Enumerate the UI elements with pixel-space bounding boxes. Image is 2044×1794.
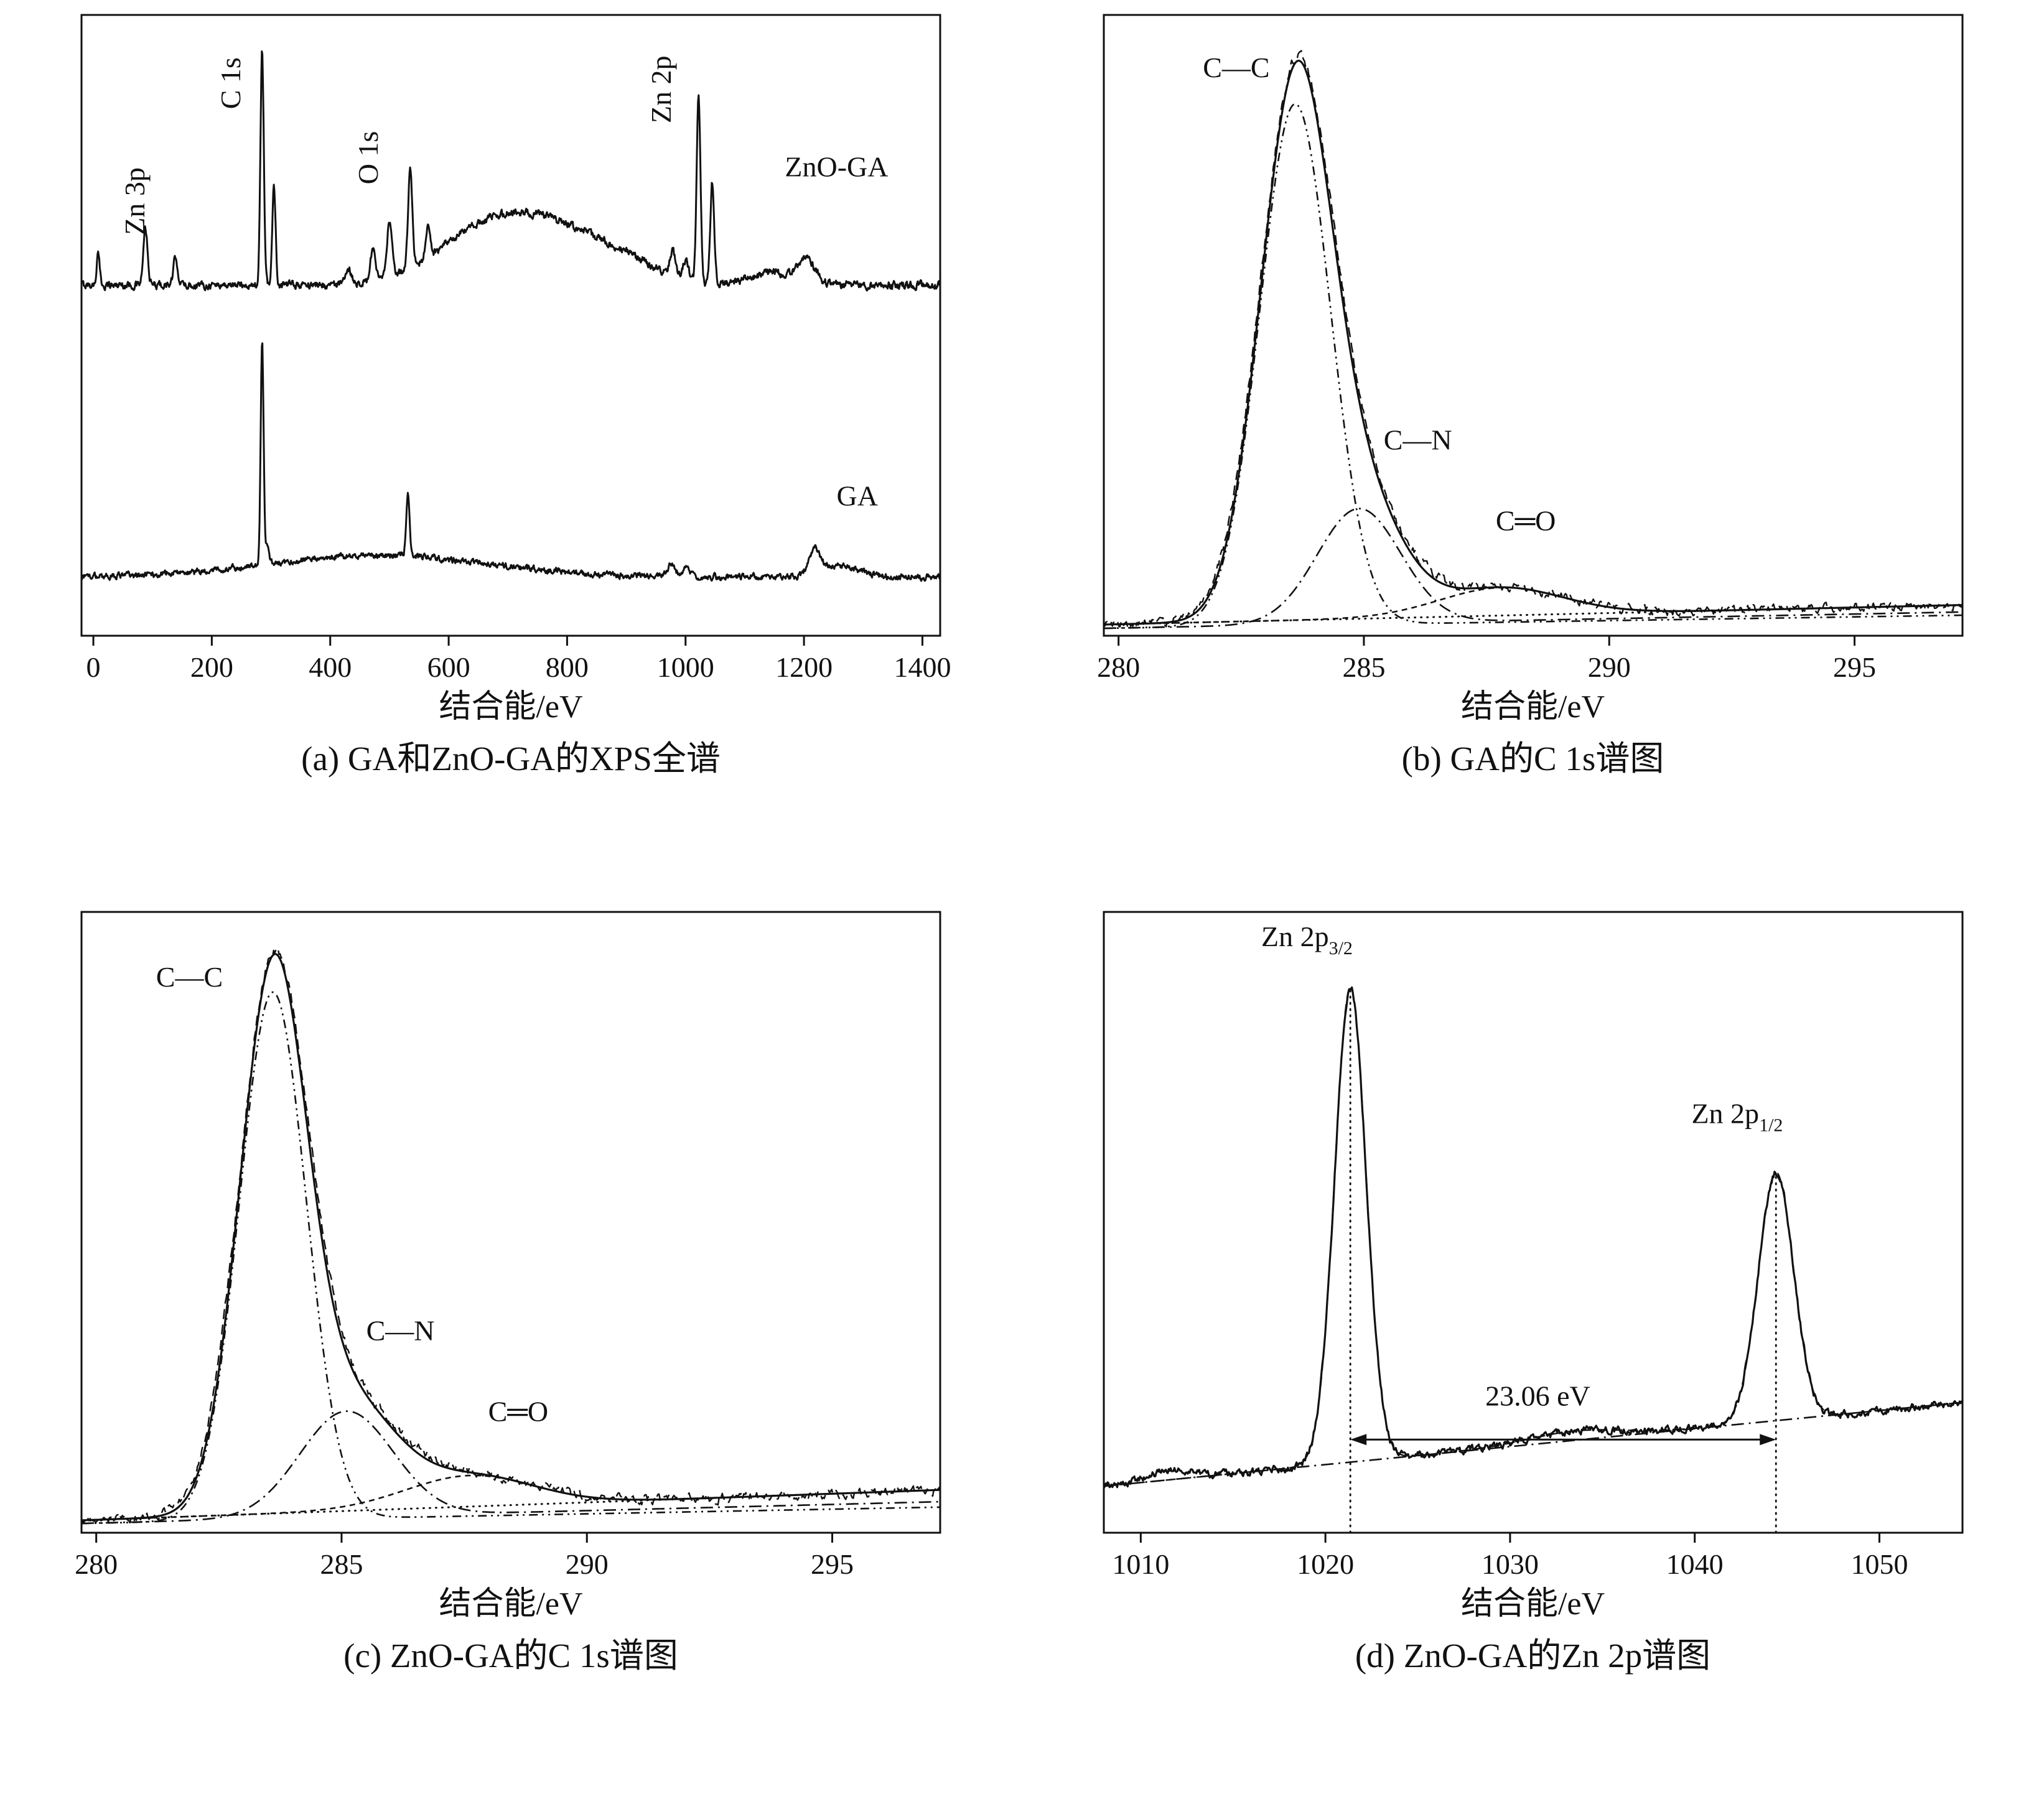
series-group bbox=[82, 50, 940, 582]
annotation-c—c: C—C bbox=[156, 961, 223, 993]
annotation-zn-2p: Zn 2p3/2 bbox=[1261, 921, 1352, 959]
x-axis-label-a: 结合能/eV bbox=[439, 689, 583, 725]
series-C—N component bbox=[1103, 508, 1962, 630]
series-envelope bbox=[82, 953, 940, 1522]
caption-b: (b) GA的C 1s谱图 bbox=[1401, 739, 1664, 778]
panel-c: 280 285 290 295 C—C C—N C═O 结合能/eV (c) ZnO-GA的… bbox=[0, 897, 1022, 1794]
x-tick-label: 1200 bbox=[775, 651, 833, 683]
x-tick-label: 600 bbox=[427, 651, 470, 683]
series-group bbox=[1103, 986, 1962, 1489]
x-tick-label: 0 bbox=[86, 651, 101, 683]
annotation-c—n: C—N bbox=[1383, 424, 1452, 456]
annotation-c═o: C═O bbox=[1495, 504, 1556, 536]
series-group bbox=[82, 947, 940, 1525]
series-group bbox=[1103, 50, 1962, 630]
series-raw bbox=[1103, 50, 1962, 628]
x-axis-label-b: 结合能/eV bbox=[1460, 689, 1605, 725]
x-tick-label: 295 bbox=[1833, 651, 1876, 683]
annotation-zn-3p: Zn 3p bbox=[119, 167, 151, 235]
x-axis-label-c: 结合能/eV bbox=[439, 1586, 583, 1622]
plot-border bbox=[80, 14, 941, 637]
x-tick-label: 1400 bbox=[894, 651, 951, 683]
zno-ga-zn2p-chart: 1010 1020 1030 1040 1050 23.06 eV Zn 2p3/2 Zn 2… bbox=[1103, 911, 1963, 1580]
series-C═O component bbox=[82, 1474, 940, 1522]
annotation-zn-2p: Zn 2p bbox=[645, 55, 677, 123]
series-measured bbox=[1103, 986, 1962, 1489]
series-C═O component bbox=[1103, 587, 1962, 626]
separation-label: 23.06 eV bbox=[1485, 1380, 1590, 1411]
x-tick-label: 1010 bbox=[1112, 1548, 1169, 1580]
x-tick-label: 290 bbox=[1587, 651, 1630, 683]
annotation-o-1s: O 1s bbox=[352, 131, 384, 185]
series-C—C component bbox=[1103, 103, 1962, 630]
x-tick-label: 1020 bbox=[1297, 1548, 1354, 1580]
x-tick-label: 290 bbox=[566, 1548, 609, 1580]
x-tick-label: 800 bbox=[546, 651, 589, 683]
series-ZnO-GA bbox=[82, 50, 940, 292]
annotation-zno-ga: ZnO-GA bbox=[785, 151, 888, 182]
x-tick-label: 295 bbox=[811, 1548, 854, 1580]
caption-c: (c) ZnO-GA的C 1s谱图 bbox=[343, 1636, 678, 1675]
zno-ga-c1s-chart: 280 285 290 295 C—C C—N C═O bbox=[75, 911, 941, 1580]
xps-survey-chart: 0 200 400 600 800 1000 1200 1400 Zn 3p C 1s O 1s Zn… bbox=[80, 14, 951, 683]
x-tick-label: 1040 bbox=[1666, 1548, 1723, 1580]
annotation-c-1s: C 1s bbox=[215, 57, 246, 109]
x-tick-label: 280 bbox=[1097, 651, 1140, 683]
series-GA bbox=[82, 342, 940, 582]
annotation-ga: GA bbox=[837, 480, 878, 511]
panel-d: 1010 1020 1030 1040 1050 23.06 eV Zn 2p3/2 Zn 2… bbox=[1022, 897, 2044, 1794]
x-tick-label: 1050 bbox=[1850, 1548, 1908, 1580]
series-envelope bbox=[1103, 60, 1962, 626]
annotation-zn-2p: Zn 2p1/2 bbox=[1691, 1097, 1783, 1135]
caption-a: (a) GA和ZnO-GA的XPS全谱 bbox=[301, 739, 721, 778]
x-axis-label-d: 结合能/eV bbox=[1460, 1586, 1605, 1622]
annotation-c—c: C—C bbox=[1203, 52, 1269, 83]
arrowhead-right-icon bbox=[1759, 1434, 1776, 1446]
annotation-c—n: C—N bbox=[366, 1315, 435, 1347]
x-tick-label: 285 bbox=[320, 1548, 363, 1580]
x-tick-label: 1000 bbox=[657, 651, 714, 683]
arrowhead-left-icon bbox=[1350, 1434, 1366, 1446]
plot-border bbox=[80, 911, 941, 1534]
annotation-c═o: C═O bbox=[488, 1395, 549, 1427]
x-tick-label: 285 bbox=[1342, 651, 1385, 683]
panel-b: 280 285 290 295 C—C C—N C═O 结合能/eV (b) GA的C 1s… bbox=[1022, 0, 2044, 897]
x-tick-label: 1030 bbox=[1481, 1548, 1538, 1580]
caption-d: (d) ZnO-GA的Zn 2p谱图 bbox=[1355, 1636, 1711, 1675]
x-tick-label: 400 bbox=[309, 651, 352, 683]
series-raw bbox=[82, 947, 940, 1525]
plot-border bbox=[1103, 911, 1963, 1534]
series-C—C component bbox=[82, 991, 940, 1525]
ga-c1s-chart: 280 285 290 295 C—C C—N C═O bbox=[1097, 14, 1963, 683]
series-C—N component bbox=[82, 1410, 940, 1525]
plot-border bbox=[1103, 14, 1963, 637]
x-tick-label: 280 bbox=[75, 1548, 118, 1580]
panel-a: 0 200 400 600 800 1000 1200 1400 Zn 3p C 1s O 1s Zn… bbox=[0, 0, 1022, 897]
x-tick-label: 200 bbox=[190, 651, 233, 683]
series-background bbox=[1103, 1401, 1962, 1487]
